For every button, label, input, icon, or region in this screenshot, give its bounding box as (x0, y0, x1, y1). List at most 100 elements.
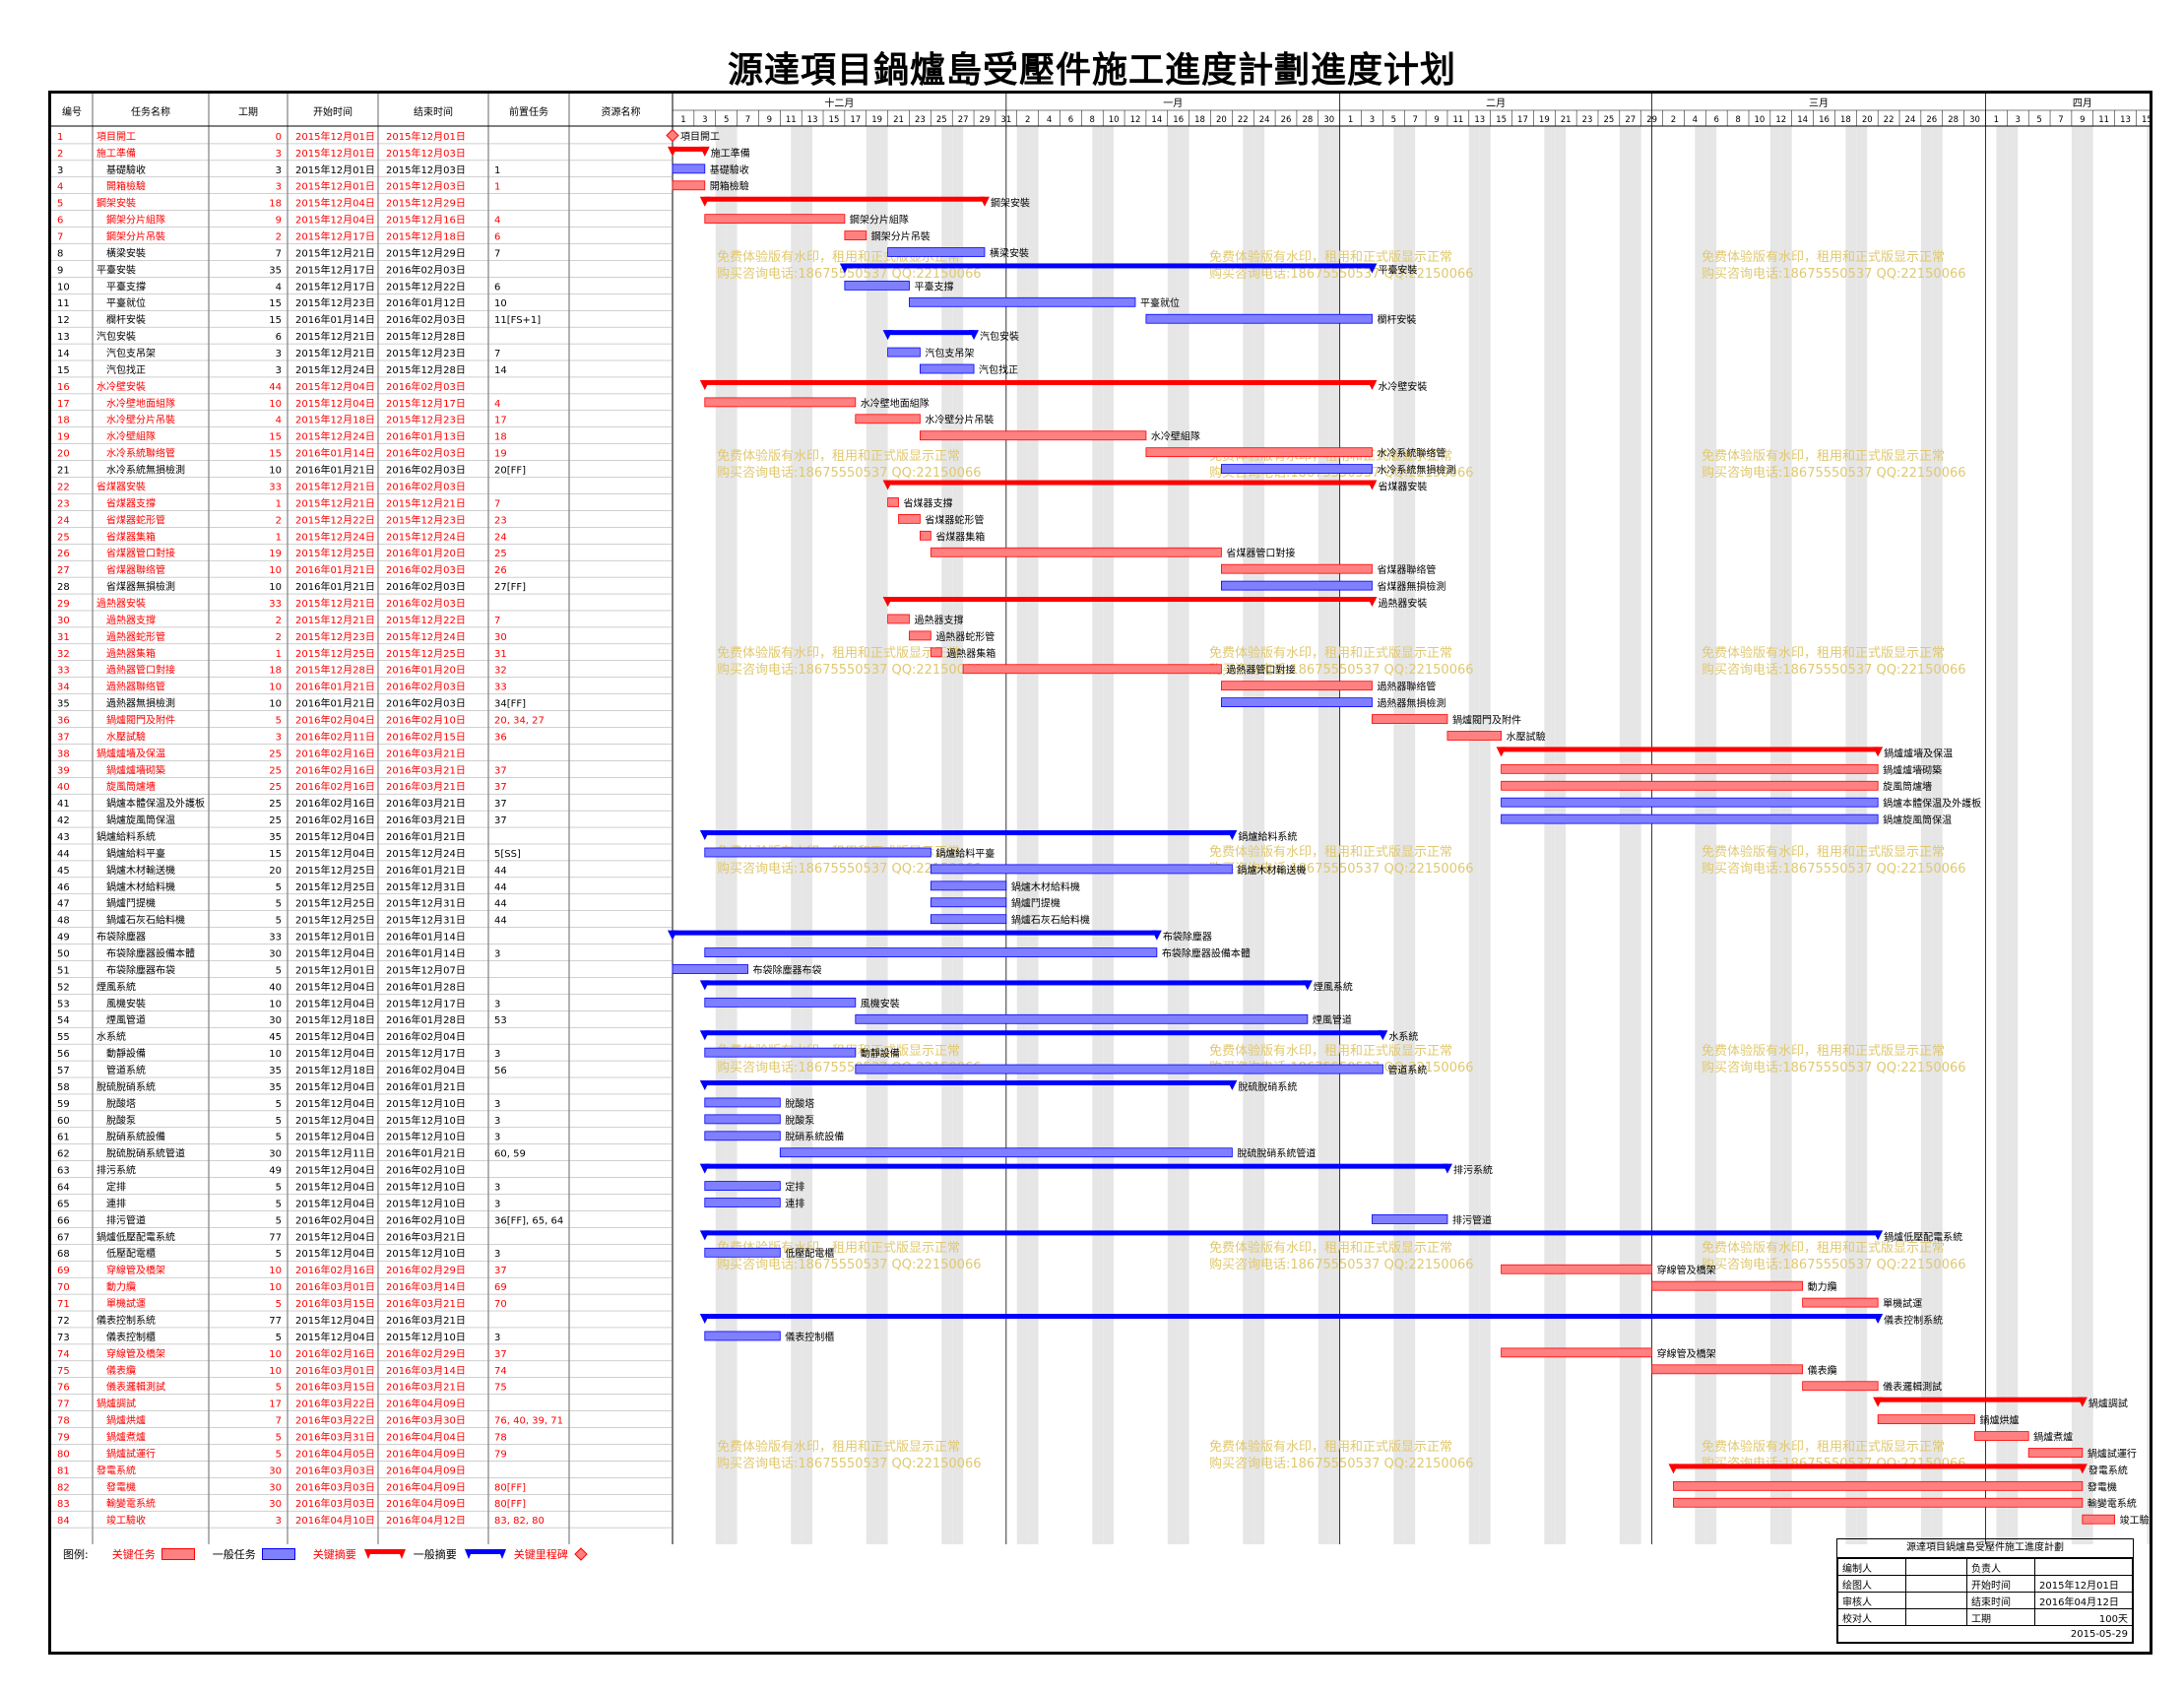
bar-label: 鍋爐木材輸送機 (1237, 864, 1306, 877)
task-id: 18 (57, 416, 70, 426)
task-bar (1145, 313, 1373, 324)
task-predecessor: 31 (494, 649, 507, 660)
task-end: 2016年04月09日 (386, 1480, 466, 1493)
task-bar (1221, 563, 1373, 574)
bar-label: 儀表控制櫃 (785, 1331, 834, 1343)
task-duration: 3 (276, 149, 282, 160)
bar-label: 過熱器管口對接 (1226, 664, 1295, 677)
task-predecessor: 6 (494, 282, 500, 293)
task-id: 74 (57, 1349, 70, 1360)
task-name: 單機試運 (106, 1297, 146, 1310)
task-name: 水冷壁分片吊裝 (106, 414, 175, 426)
task-duration: 25 (269, 782, 282, 793)
summary-bar (704, 830, 1233, 836)
task-end: 2015年12月24日 (386, 630, 466, 643)
task-end: 2015年12月29日 (386, 197, 466, 210)
day-tick-label: 28 (1948, 115, 1959, 125)
bar-label: 鍋爐給料平臺 (935, 847, 995, 860)
summary-cap (2077, 1397, 2088, 1407)
task-duration: 33 (269, 482, 282, 492)
task-id: 57 (57, 1066, 70, 1076)
weekend-band (1328, 126, 1340, 1544)
info-cell (2034, 1558, 2133, 1576)
task-end: 2016年03月21日 (386, 1314, 466, 1327)
task-duration: 30 (269, 1499, 282, 1510)
task-start: 2015年12月04日 (295, 997, 375, 1009)
task-name: 脫硝系統設備 (106, 1131, 165, 1143)
task-end: 2016年02月29日 (386, 1264, 466, 1276)
summary-bar (1878, 1397, 2083, 1402)
summary-bar (704, 196, 985, 202)
task-name: 發電系統 (96, 1464, 136, 1476)
task-end: 2015年12月22日 (386, 280, 466, 293)
watermark-line: 免费体验版有水印，租用和正式版显示正常 (1702, 1439, 1945, 1455)
day-tick-label: 28 (1302, 115, 1313, 125)
task-end: 2015年12月03日 (386, 180, 466, 193)
task-duration: 17 (269, 1400, 282, 1410)
task-duration: 5 (276, 899, 282, 910)
task-predecessor: 3 (494, 1133, 500, 1143)
task-predecessor: 83, 82, 80 (494, 1516, 545, 1527)
summary-bar (887, 330, 975, 336)
task-predecessor: 10 (494, 298, 507, 309)
task-name: 鋼架分片吊裝 (106, 230, 165, 243)
task-name: 發電機 (106, 1480, 136, 1493)
summary-cap (1367, 263, 1378, 274)
bar-label: 鋼架分片吊裝 (871, 230, 931, 243)
bar-label: 儀表纜 (1808, 1364, 1837, 1377)
day-tick-label: 9 (1434, 115, 1439, 125)
task-name: 煙風系統 (96, 980, 136, 993)
task-duration: 3 (276, 165, 282, 176)
task-start: 2015年12月21日 (295, 614, 375, 626)
task-end: 2015年12月23日 (386, 513, 466, 526)
day-tick-label: 4 (1693, 115, 1698, 125)
bar-label: 鍋爐低壓配電系統 (1884, 1230, 1962, 1243)
task-end: 2016年01月12日 (386, 296, 466, 309)
task-start: 2015年12月01日 (295, 963, 375, 976)
bar-label: 汽包安裝 (980, 330, 1019, 343)
task-name: 鍋爐石灰石給料機 (106, 914, 185, 927)
task-end: 2016年02月29日 (386, 1347, 466, 1360)
month-label: 十二月 (824, 97, 854, 109)
bar-label: 布袋除塵器 (1163, 931, 1212, 944)
task-predecessor: 44 (494, 899, 507, 910)
task-bar (779, 1147, 1233, 1158)
task-start: 2016年03月22日 (295, 1398, 375, 1410)
task-bar (909, 296, 1136, 307)
task-id: 30 (57, 616, 70, 626)
task-end: 2015年12月28日 (386, 330, 466, 343)
task-name: 水系統 (96, 1030, 126, 1043)
day-tick-label: 5 (1391, 115, 1396, 125)
watermark-line: 免费体验版有水印，租用和正式版显示正常 (1702, 249, 1945, 265)
summary-cap (1227, 1080, 1238, 1091)
bar-label: 風機安裝 (861, 997, 900, 1009)
info-date: 2015-05-29 (1837, 1625, 2133, 1643)
day-tick-label: 5 (2036, 115, 2041, 125)
task-name: 平臺支撐 (106, 280, 146, 293)
task-end: 2016年02月03日 (386, 263, 466, 276)
task-start: 2015年12月01日 (295, 147, 375, 160)
task-start: 2015年12月01日 (295, 931, 375, 944)
day-tick-label: 13 (807, 115, 818, 125)
task-start: 2016年01月21日 (295, 464, 375, 477)
day-tick-label: 29 (980, 115, 991, 125)
day-tick-label: 8 (1090, 115, 1095, 125)
info-cell (1905, 1575, 1967, 1593)
task-name: 鍋爐木材輸送機 (106, 864, 175, 877)
summary-cap (1873, 1397, 1884, 1407)
column-header: 资源名称 (602, 105, 641, 118)
task-bar (704, 397, 857, 408)
task-predecessor: 30 (494, 632, 507, 643)
task-duration: 5 (276, 715, 282, 726)
bar-label: 鍋爐閥門及附件 (1452, 713, 1521, 726)
task-name: 輸變電系統 (106, 1497, 156, 1510)
task-start: 2016年02月11日 (295, 730, 375, 743)
bar-label: 鍋爐爐墻及保温 (1884, 747, 1953, 759)
task-bar (704, 1247, 781, 1258)
task-id: 81 (57, 1465, 70, 1476)
task-duration: 77 (269, 1232, 282, 1243)
info-cell: 开始时间 (1966, 1575, 2035, 1593)
task-end: 2016年02月03日 (386, 597, 466, 610)
task-duration: 25 (269, 815, 282, 826)
bar-label: 排污系統 (1453, 1164, 1493, 1177)
